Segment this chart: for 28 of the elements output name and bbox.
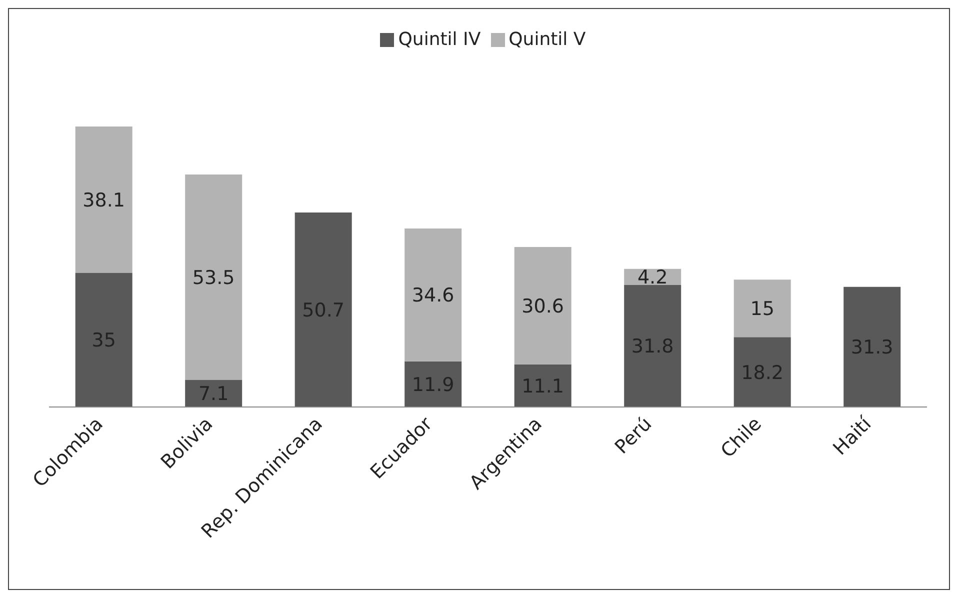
data-label: 34.6: [412, 284, 454, 307]
data-label: 50.7: [302, 299, 344, 322]
data-label: 18.2: [741, 362, 784, 384]
bar: [75, 126, 132, 273]
data-label: 30.6: [522, 295, 564, 318]
legend-label: Quintil IV: [398, 29, 481, 50]
data-label: 15: [750, 298, 774, 320]
bar: [734, 337, 791, 407]
data-label: 7.1: [198, 383, 229, 406]
data-label: 31.3: [850, 336, 894, 359]
bar: [404, 228, 462, 362]
bar: [294, 212, 352, 407]
bar: [844, 286, 901, 407]
data-label: 35: [92, 330, 116, 352]
bar: [185, 380, 242, 407]
legend-label: Quintil V: [508, 29, 586, 50]
bar: [185, 174, 242, 380]
data-label: 31.8: [631, 336, 674, 358]
bar: [624, 284, 682, 407]
bar: [734, 280, 791, 338]
data-label: 38.1: [82, 189, 125, 212]
bar: [75, 272, 132, 407]
data-label: 53.5: [192, 266, 235, 289]
data-label: 4.2: [637, 266, 668, 289]
data-label: 11.9: [412, 374, 454, 396]
bar: [514, 364, 572, 407]
bar: [404, 361, 462, 407]
bar: [514, 246, 572, 364]
